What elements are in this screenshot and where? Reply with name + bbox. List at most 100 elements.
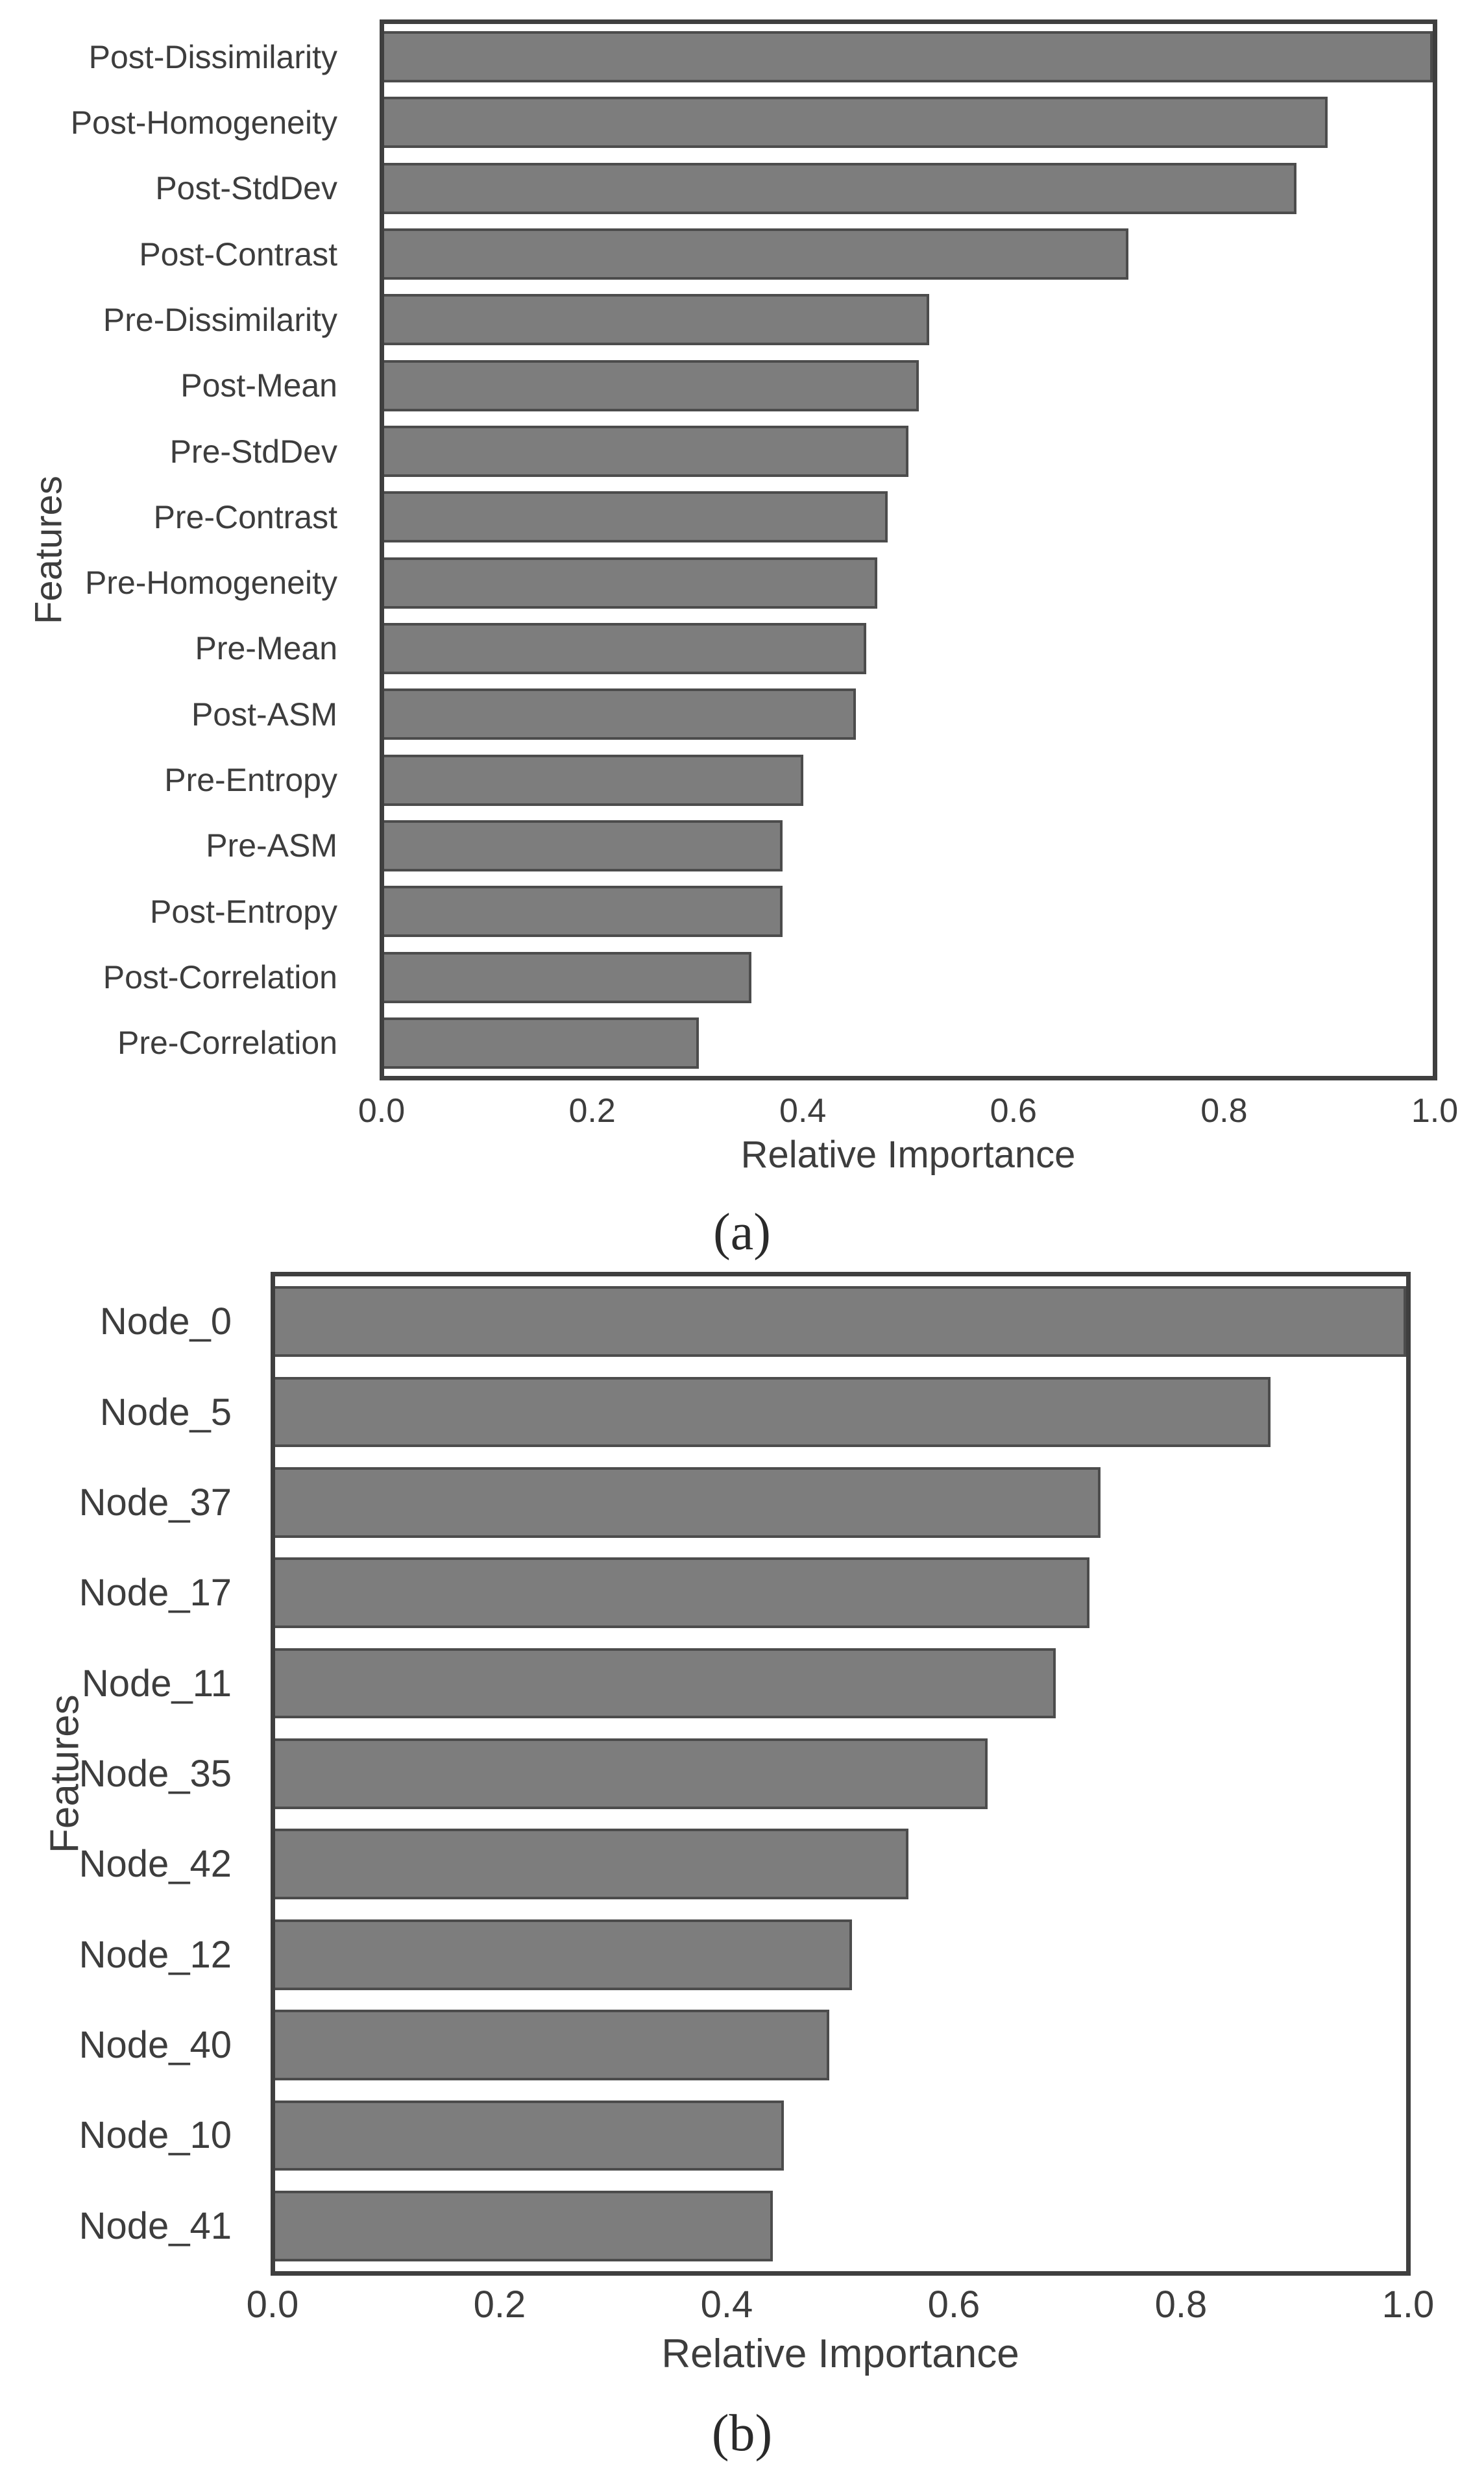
bar-pre-stddev xyxy=(384,426,908,478)
category-label: Post-Dissimilarity xyxy=(88,38,337,75)
category-label: Node_10 xyxy=(79,2114,232,2157)
bar-row xyxy=(275,1819,1406,1909)
x-tick-label: 0.0 xyxy=(246,2283,299,2326)
bar-row xyxy=(384,419,1433,484)
category-label: Post-StdDev xyxy=(155,170,337,207)
bar-post-dissimilarity xyxy=(384,31,1433,83)
bar-post-asm xyxy=(384,688,857,740)
x-tick-label: 0.2 xyxy=(568,1092,616,1130)
x-tick-label: 1.0 xyxy=(1381,2283,1435,2326)
bar-row xyxy=(275,1548,1406,1638)
bar-post-entropy xyxy=(384,886,783,938)
bar-row xyxy=(384,156,1433,221)
bar-row xyxy=(275,2090,1406,2180)
bar-node_12 xyxy=(275,1919,852,1990)
bar-row xyxy=(384,287,1433,352)
bar-row xyxy=(384,1010,1433,1076)
figure-caption-a: (a) xyxy=(713,1204,771,1261)
bar-pre-entropy xyxy=(384,754,804,806)
category-label: Pre-Contrast xyxy=(153,498,337,535)
bar-node_42 xyxy=(275,1829,909,1900)
plot-area xyxy=(271,1272,1411,2276)
category-label: Node_5 xyxy=(99,1391,232,1433)
category-labels: Post-Dissimilarity Post-Homogeneity Post-S… xyxy=(0,24,356,1076)
bar-pre-contrast xyxy=(384,491,888,543)
bar-row xyxy=(384,24,1433,90)
category-label: Node_40 xyxy=(79,2024,232,2067)
bar-node_5 xyxy=(275,1376,1271,1448)
bar-pre-dissimilarity xyxy=(384,294,930,346)
x-axis-ticks: 0.0 0.2 0.4 0.6 0.8 1.0 xyxy=(358,1091,1458,1133)
bar-row xyxy=(275,1910,1406,2000)
x-tick-label: 0.2 xyxy=(473,2283,526,2326)
bar-node_11 xyxy=(275,1648,1056,1719)
bar-post-correlation xyxy=(384,951,751,1003)
bar-pre-correlation xyxy=(384,1017,699,1069)
bar-node_37 xyxy=(275,1467,1101,1538)
x-tick-label: 0.6 xyxy=(990,1092,1037,1130)
bar-row xyxy=(275,2181,1406,2271)
x-tick-label: 0.4 xyxy=(779,1092,827,1130)
figure-caption-b: (b) xyxy=(711,2405,773,2462)
bar-row xyxy=(384,484,1433,550)
figure-panel-b: Features Node_0 Node_5 Node_37 Node_17 Node_… xyxy=(0,1259,1484,2484)
bar-row xyxy=(384,747,1433,812)
x-tick-label: 0.8 xyxy=(1200,1092,1248,1130)
bar-pre-asm xyxy=(384,820,783,871)
bar-row xyxy=(384,944,1433,1010)
bar-node_17 xyxy=(275,1557,1089,1629)
bar-post-mean xyxy=(384,359,919,411)
bars-container xyxy=(275,1276,1406,2271)
bar-row xyxy=(384,550,1433,616)
category-label: Pre-Entropy xyxy=(164,762,337,799)
bar-row xyxy=(384,813,1433,879)
figure-panel-a: Features Post-Dissimilarity Post-Homogene… xyxy=(0,19,1458,1261)
x-tick-label: 0.4 xyxy=(700,2283,753,2326)
bar-node_41 xyxy=(275,2190,773,2261)
category-label: Node_0 xyxy=(99,1300,232,1343)
category-label: Node_41 xyxy=(79,2204,232,2247)
category-label: Node_12 xyxy=(79,1933,232,1976)
bar-post-contrast xyxy=(384,228,1129,280)
category-labels: Node_0 Node_5 Node_37 Node_17 Node_11 Node_35… xyxy=(0,1276,250,2271)
bar-row xyxy=(275,1367,1406,1457)
bar-row xyxy=(384,616,1433,681)
category-label: Pre-Dissimilarity xyxy=(103,301,337,338)
category-label: Post-ASM xyxy=(191,696,337,733)
category-label: Post-Correlation xyxy=(103,959,337,996)
x-axis-label: Relative Importance xyxy=(740,1134,1076,1176)
x-tick-label: 1.0 xyxy=(1411,1092,1459,1130)
bar-post-homogeneity xyxy=(384,97,1328,149)
x-tick-label: 0.6 xyxy=(927,2283,980,2326)
category-label: Pre-Homogeneity xyxy=(84,565,337,602)
bar-pre-mean xyxy=(384,622,867,674)
category-label: Pre-StdDev xyxy=(169,433,337,470)
category-label: Node_17 xyxy=(79,1572,232,1614)
bar-row xyxy=(275,1276,1406,1367)
bar-row xyxy=(275,1729,1406,1819)
x-axis-ticks: 0.0 0.2 0.4 0.6 0.8 1.0 xyxy=(247,2283,1435,2326)
bar-row xyxy=(275,1457,1406,1548)
bar-row xyxy=(384,681,1433,747)
bar-row xyxy=(275,1638,1406,1728)
category-label: Node_37 xyxy=(79,1481,232,1524)
x-tick-label: 0.0 xyxy=(358,1092,406,1130)
bar-node_35 xyxy=(275,1738,988,1809)
category-label: Node_11 xyxy=(81,1662,232,1705)
bars-container xyxy=(384,24,1433,1076)
category-label: Pre-ASM xyxy=(206,827,337,864)
bar-row xyxy=(384,879,1433,944)
category-label: Node_42 xyxy=(79,1843,232,1886)
bar-row xyxy=(384,221,1433,287)
plot-area xyxy=(380,19,1437,1080)
category-label: Node_35 xyxy=(79,1752,232,1795)
bar-node_40 xyxy=(275,2010,830,2080)
category-label: Post-Contrast xyxy=(139,236,337,273)
bar-node_10 xyxy=(275,2100,785,2171)
category-label: Pre-Mean xyxy=(195,630,337,667)
x-tick-label: 0.8 xyxy=(1154,2283,1208,2326)
bar-row xyxy=(384,353,1433,419)
bar-pre-homogeneity xyxy=(384,557,877,609)
category-label: Post-Entropy xyxy=(149,893,337,930)
category-label: Post-Homogeneity xyxy=(70,104,337,141)
